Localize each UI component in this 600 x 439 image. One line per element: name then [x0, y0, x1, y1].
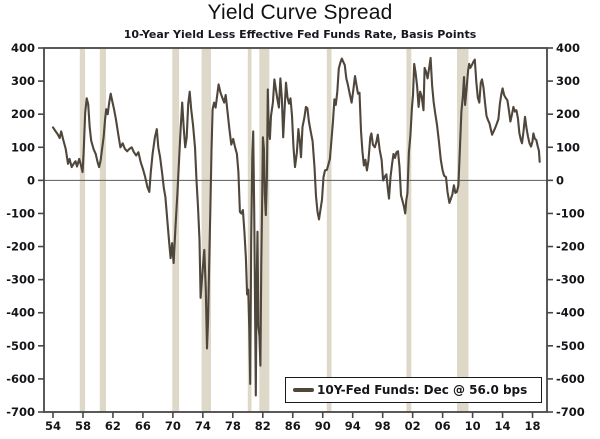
- legend-label: 10Y-Fed Funds: Dec @ 56.0 bps: [317, 383, 528, 397]
- y-axis-tick-label: -300: [556, 273, 585, 287]
- y-axis-tick-label: -400: [556, 306, 585, 320]
- x-axis-tick-label: 74: [195, 419, 211, 433]
- plot-frame: [43, 47, 548, 413]
- x-axis-tick-label: 94: [345, 419, 361, 433]
- x-axis-tick-label: 54: [45, 419, 61, 433]
- x-axis-tick-label: 14: [495, 419, 511, 433]
- y-axis-tick-label: -100: [556, 206, 585, 220]
- x-axis-tick-label: 70: [165, 419, 181, 433]
- x-axis-tick-label: 86: [285, 419, 301, 433]
- y-axis-tick-label: -200: [6, 240, 35, 254]
- x-axis-tick-label: 82: [255, 419, 271, 433]
- x-axis-tick-label: 02: [405, 419, 421, 433]
- spread-line: [51, 56, 541, 397]
- recession-band: [259, 49, 270, 412]
- x-axis-tick-label: 90: [315, 419, 331, 433]
- chart-title: Yield Curve Spread: [207, 1, 393, 24]
- y-axis-tick-label: -300: [6, 273, 35, 287]
- recession-band: [79, 49, 86, 412]
- y-axis-tick-label: -400: [6, 306, 35, 320]
- x-axis-tick-label: 06: [435, 419, 451, 433]
- y-axis-tick-label: 400: [11, 41, 35, 55]
- recession-band: [201, 49, 211, 412]
- y-axis-tick-label: 300: [11, 74, 35, 88]
- y-axis-tick-label: -600: [556, 372, 585, 386]
- chart-subtitle: 10-Year Yield Less Effective Fed Funds R…: [123, 28, 477, 41]
- x-axis-tick-label: 98: [375, 419, 391, 433]
- recession-band: [326, 49, 332, 412]
- y-axis-tick-label: 300: [556, 74, 580, 88]
- y-axis-tick-label: 200: [11, 107, 35, 121]
- y-axis-tick-label: -700: [6, 405, 35, 419]
- x-axis-tick-label: 10: [465, 419, 481, 433]
- recession-band: [247, 49, 252, 412]
- x-axis-tick-label: 78: [225, 419, 241, 433]
- x-axis-tick-label: 66: [135, 419, 151, 433]
- y-axis-tick-label: 400: [556, 41, 580, 55]
- y-axis-tick-label: -700: [556, 405, 585, 419]
- y-axis-tick-label: -600: [6, 372, 35, 386]
- y-axis-tick-label: 100: [556, 140, 580, 154]
- recession-band: [99, 49, 106, 412]
- x-axis-tick-label: 62: [105, 419, 121, 433]
- recession-band: [457, 49, 469, 412]
- recession-band: [406, 49, 412, 412]
- legend-line-swatch: [293, 388, 314, 392]
- x-axis-tick-label: 18: [525, 419, 541, 433]
- y-axis-tick-label: -100: [6, 206, 35, 220]
- x-axis-tick-label: 58: [75, 419, 91, 433]
- legend-box: 10Y-Fed Funds: Dec @ 56.0 bps: [285, 377, 542, 403]
- y-axis-tick-label: 200: [556, 107, 580, 121]
- y-axis-tick-label: -500: [556, 339, 585, 353]
- y-axis-tick-label: 0: [556, 173, 564, 187]
- y-axis-tick-label: 100: [11, 140, 35, 154]
- y-axis-tick-label: 0: [27, 173, 35, 187]
- y-axis-tick-label: -200: [556, 240, 585, 254]
- y-axis-tick-label: -500: [6, 339, 35, 353]
